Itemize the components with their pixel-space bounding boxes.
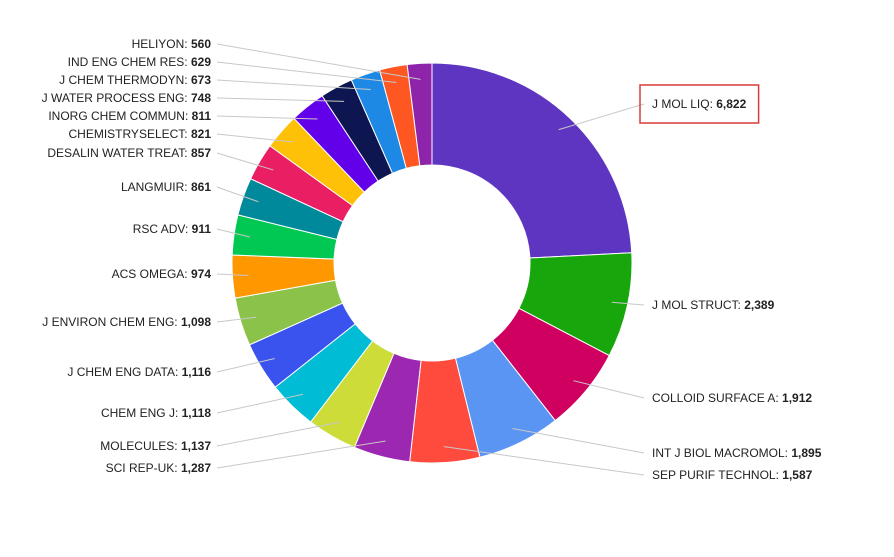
label-heliyon: HELIYON: 560 [132,37,212,51]
label-value: 1,287 [181,461,211,475]
label-name: INORG CHEM COMMUN: [48,109,191,123]
label-name: LANGMUIR: [121,180,191,194]
label-value: 560 [191,37,211,51]
label-value: 6,822 [716,97,746,111]
label-value: 911 [192,222,212,236]
leader-heliyon [216,43,421,80]
label-value: 821 [191,127,211,141]
label-name: MOLECULES: [100,439,181,453]
label-ind-eng-chem-res: IND ENG CHEM RES: 629 [68,55,212,69]
label-j-mol-liq: J MOL LIQ: 6,822 [652,97,747,111]
leader-j-environ-chem-eng [216,316,257,323]
label-int-j-biol-macromol: INT J BIOL MACROMOL: 1,895 [652,446,822,460]
label-inorg-chem-commun: INORG CHEM COMMUN: 811 [48,109,211,123]
highlight-box [639,84,760,124]
leader-ind-eng-chem-res [216,61,397,83]
label-name: J MOL STRUCT: [652,298,744,312]
label-value: 1,895 [791,446,821,460]
leader-langmuir [216,186,259,203]
label-colloid-surface-a: COLLOID SURFACE A: 1,912 [652,391,812,405]
label-name: J CHEM ENG DATA: [67,365,181,379]
leader-molecules [216,421,340,447]
leader-j-mol-liq [558,103,645,131]
label-name: J MOL LIQ: [652,97,716,111]
leader-colloid-surface-a [573,380,645,399]
label-value: 673 [191,73,211,87]
label-sep-purif-technol: SEP PURIF TECHNOL: 1,587 [652,468,813,482]
label-j-environ-chem-eng: J ENVIRON CHEM ENG: 1,098 [42,315,211,329]
slice-labels: J MOL LIQ: 6,822 J MOL STRUCT: 2,389 COLLO… [42,37,822,482]
label-name: INT J BIOL MACROMOL: [652,446,791,460]
label-j-water-process-eng: J WATER PROCESS ENG: 748 [42,91,212,105]
leader-inorg-chem-commun [216,115,318,120]
label-name: J CHEM THERMODYN: [59,73,191,87]
slice-heliyon[interactable] [406,62,433,167]
leader-j-chem-eng-data [216,358,275,373]
label-molecules: MOLECULES: 1,137 [100,439,211,453]
label-value: 1,587 [782,468,812,482]
donut-slices [231,62,633,464]
label-value: 974 [191,267,211,281]
label-name: J WATER PROCESS ENG: [42,91,191,105]
label-sci-rep-uk: SCI REP-UK: 1,287 [106,461,212,475]
leader-j-mol-struct [611,301,645,306]
leader-j-water-process-eng [216,97,345,102]
label-value: 629 [191,55,211,69]
label-name: DESALIN WATER TREAT: [47,146,191,160]
label-value: 857 [191,146,211,160]
label-acs-omega: ACS OMEGA: 974 [112,267,212,281]
label-value: 2,389 [744,298,774,312]
leader-chem-eng-j [216,393,304,414]
leader-acs-omega [216,273,249,277]
leader-j-chem-thermodyn [216,79,371,91]
label-value: 1,118 [182,406,212,420]
label-name: COLLOID SURFACE A: [652,391,782,405]
leader-sci-rep-uk [216,440,386,469]
slice-j-mol-liq[interactable] [431,62,633,259]
label-name: SEP PURIF TECHNOL: [652,468,782,482]
label-name: CHEMISTRYSELECT: [68,127,190,141]
leader-sep-purif-technol [443,446,645,476]
label-value: 1,137 [181,439,211,453]
label-chem-eng-j: CHEM ENG J: 1,118 [101,406,211,420]
leader-lines [216,43,645,476]
leader-chemistryselect [216,133,294,143]
label-value: 811 [192,109,212,123]
label-name: SCI REP-UK: [106,461,181,475]
label-rsc-adv: RSC ADV: 911 [133,222,212,236]
label-value: 861 [191,180,211,194]
label-name: HELIYON: [132,37,191,51]
label-chemistryselect: CHEMISTRYSELECT: 821 [68,127,211,141]
label-j-mol-struct: J MOL STRUCT: 2,389 [652,298,775,312]
label-name: ACS OMEGA: [112,267,191,281]
label-j-chem-thermodyn: J CHEM THERMODYN: 673 [59,73,211,87]
label-name: CHEM ENG J: [101,406,182,420]
label-name: RSC ADV: [133,222,192,236]
label-desalin-water-treat: DESALIN WATER TREAT: 857 [47,146,211,160]
label-value: 748 [191,91,211,105]
label-value: 1,912 [782,391,812,405]
label-langmuir: LANGMUIR: 861 [121,180,211,194]
label-value: 1,098 [181,315,211,329]
label-value: 1,116 [182,365,212,379]
label-name: IND ENG CHEM RES: [68,55,191,69]
leader-rsc-adv [216,228,250,238]
leader-int-j-biol-macromol [512,427,645,454]
label-j-chem-eng-data: J CHEM ENG DATA: 1,116 [67,365,211,379]
leader-desalin-water-treat [216,152,274,171]
label-name: J ENVIRON CHEM ENG: [42,315,181,329]
